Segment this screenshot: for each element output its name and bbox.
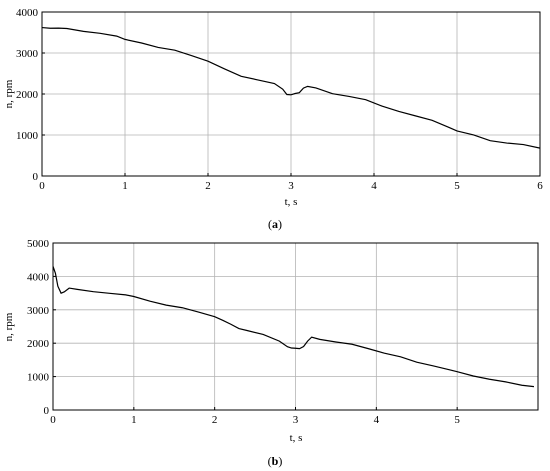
- y-tick-label-a: 4000: [16, 7, 39, 19]
- x-tick-label-a: 0: [39, 180, 45, 192]
- x-tick-label-b: 4: [374, 414, 380, 426]
- y-tick-label-a: 1000: [16, 130, 39, 142]
- chart-a: 0 1 2 3 4 5 6 0 1000 2000 3000 4000 n, rpm t, s (a): [3, 7, 543, 231]
- x-tick-label-a: 6: [537, 180, 543, 192]
- ylabel-a: n, rpm: [3, 79, 15, 108]
- x-tick-label-a: 4: [371, 180, 377, 192]
- series-line-a: [41, 26, 541, 149]
- y-tick-label-b: 0: [44, 405, 50, 417]
- x-tick-label-b: 5: [454, 414, 460, 426]
- y-tick-label-b: 5000: [27, 238, 50, 250]
- grid-a: [42, 12, 540, 176]
- y-tick-label-a: 2000: [16, 89, 39, 101]
- x-tick-label-a: 2: [205, 180, 211, 192]
- y-tick-label-b: 1000: [27, 372, 50, 384]
- xlabel-a: t, s: [285, 196, 298, 208]
- series-line-b: [52, 266, 535, 388]
- x-tick-label-b: 3: [293, 414, 299, 426]
- xlabel-b: t, s: [290, 432, 303, 444]
- caption-b: (b): [268, 454, 283, 468]
- ticks-b: 0 1 2 3 4 5 0 1000 2000 3000 4000 5000: [27, 238, 460, 426]
- ylabel-b: n, rpm: [3, 312, 15, 341]
- y-tick-label-b: 3000: [27, 305, 50, 317]
- x-tick-label-a: 1: [122, 180, 128, 192]
- grid-b: [53, 243, 538, 410]
- x-tick-label-b: 0: [50, 414, 56, 426]
- x-tick-label-a: 5: [454, 180, 460, 192]
- x-tick-label-b: 1: [131, 414, 137, 426]
- y-tick-label-b: 4000: [27, 271, 50, 283]
- y-tick-label-b: 2000: [27, 338, 50, 350]
- x-tick-label-a: 3: [288, 180, 294, 192]
- y-tick-label-a: 0: [33, 171, 39, 183]
- caption-a: (a): [268, 217, 282, 231]
- x-tick-label-b: 2: [212, 414, 218, 426]
- y-tick-label-a: 3000: [16, 48, 39, 60]
- ticks-a: 0 1 2 3 4 5 6 0 1000 2000 3000 4000: [16, 7, 543, 192]
